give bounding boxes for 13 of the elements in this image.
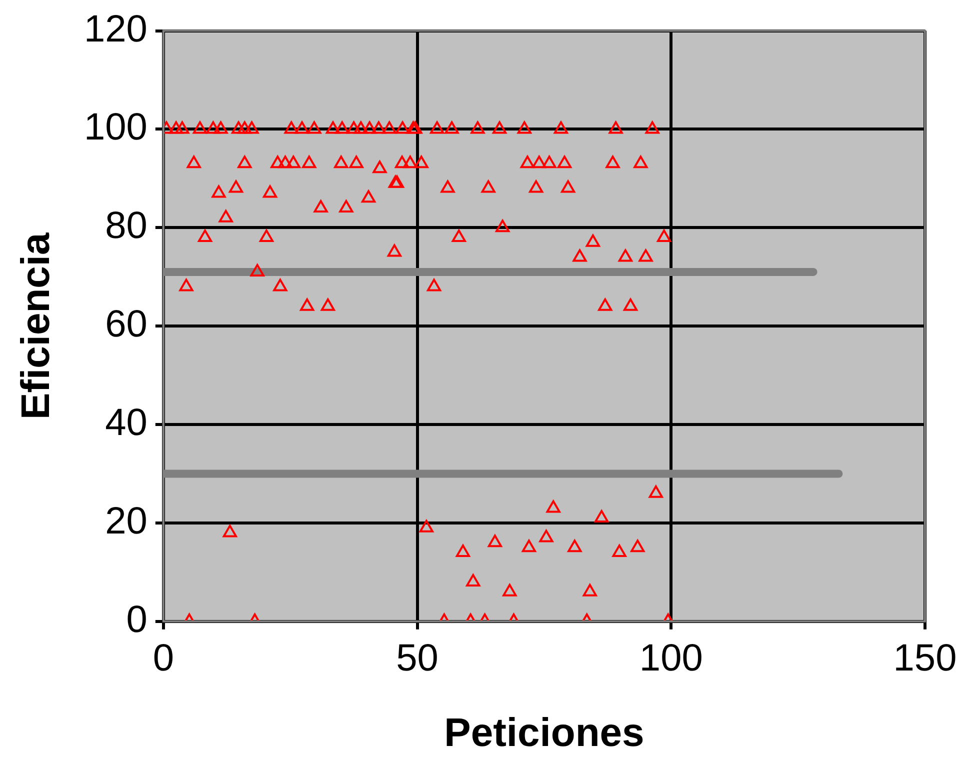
y-tick-label: 60 [105, 304, 148, 346]
y-tick-label: 40 [105, 402, 148, 444]
x-tick-label: 150 [893, 638, 957, 680]
y-axis-title: Eficiencia [14, 232, 58, 420]
y-tick-label: 100 [84, 106, 148, 149]
x-axis-title: Peticiones [444, 711, 644, 756]
y-tick-label: 20 [105, 500, 148, 542]
x-tick-label: 100 [639, 638, 703, 680]
y-tick-label: 80 [105, 205, 148, 248]
y-tick-label: 120 [84, 8, 148, 50]
x-tick-label: 50 [396, 638, 438, 680]
y-tick-label: 0 [126, 598, 148, 641]
x-tick-label: 0 [152, 638, 174, 680]
